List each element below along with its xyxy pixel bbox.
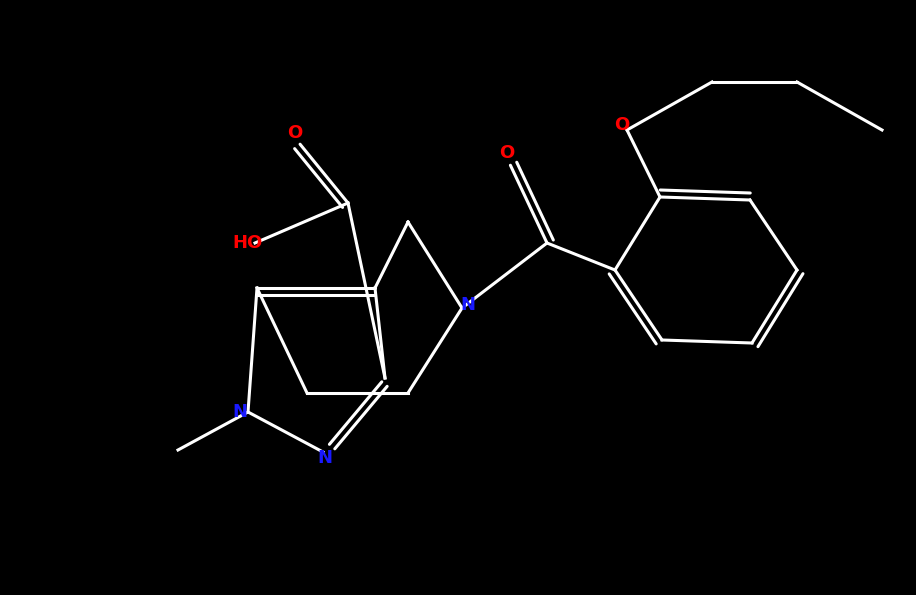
Text: O: O xyxy=(288,124,302,142)
Text: N: N xyxy=(318,449,333,467)
Text: N: N xyxy=(233,403,247,421)
Text: O: O xyxy=(499,144,515,162)
Text: N: N xyxy=(461,296,475,314)
Text: HO: HO xyxy=(232,234,262,252)
Text: O: O xyxy=(615,116,629,134)
